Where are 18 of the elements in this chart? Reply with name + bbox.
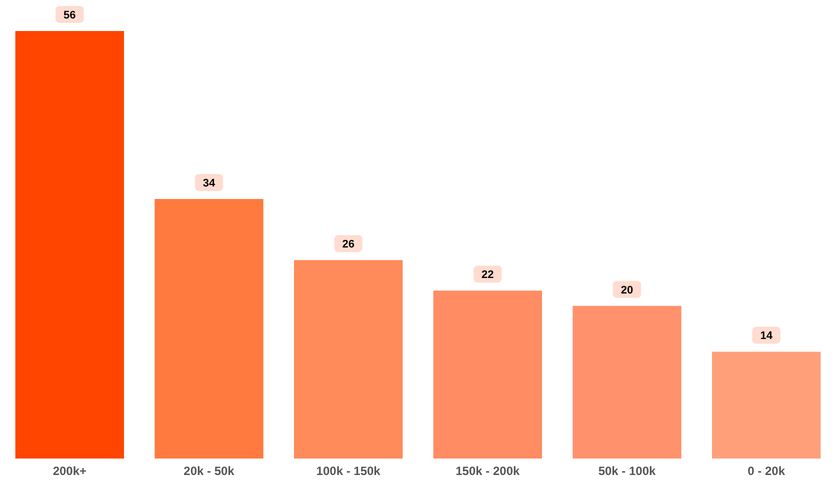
x-tick-label: 200k+: [52, 464, 87, 478]
bar: [712, 352, 821, 459]
x-tick-label: 20k - 50k: [184, 464, 235, 478]
data-label: 20: [620, 284, 634, 296]
data-label: 56: [64, 10, 76, 22]
data-label: 22: [482, 269, 494, 282]
x-tick-label: 100k - 150k: [316, 464, 381, 478]
data-label: 14: [760, 330, 774, 342]
bar: [433, 290, 542, 459]
data-label: 26: [342, 238, 354, 251]
x-tick-label: 50k - 100k: [598, 464, 656, 478]
x-tick-label: 0 - 20k: [748, 464, 786, 478]
bar: [15, 31, 124, 459]
bar: [154, 198, 264, 459]
bar: [572, 306, 682, 459]
x-tick-label: 150k - 200k: [456, 464, 520, 478]
bar: [294, 260, 403, 459]
data-label: 34: [202, 178, 216, 190]
